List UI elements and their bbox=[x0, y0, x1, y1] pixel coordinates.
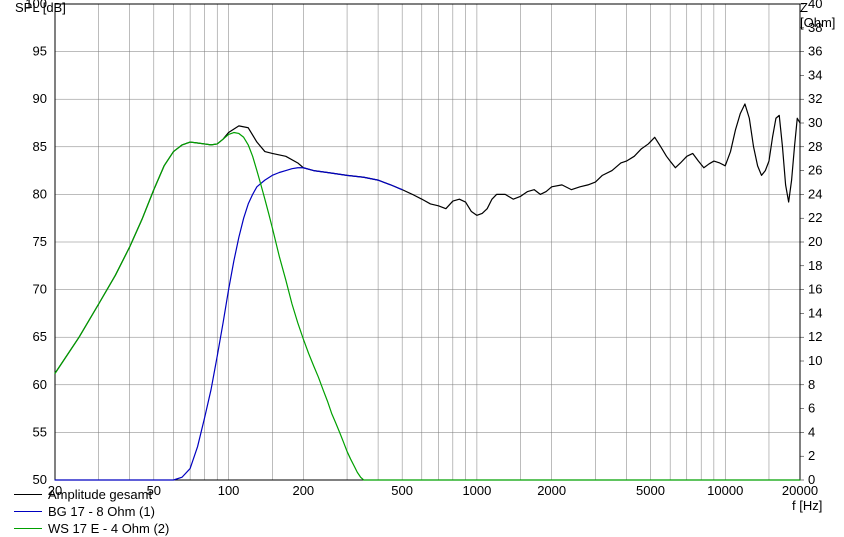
svg-text:2: 2 bbox=[808, 448, 815, 463]
x-axis-label: f [Hz] bbox=[792, 498, 822, 513]
svg-text:28: 28 bbox=[808, 139, 822, 154]
svg-text:34: 34 bbox=[808, 67, 822, 82]
svg-text:30: 30 bbox=[808, 115, 822, 130]
legend-label: Amplitude gesamt bbox=[48, 486, 152, 503]
svg-text:500: 500 bbox=[391, 483, 413, 498]
svg-text:50: 50 bbox=[33, 472, 47, 487]
svg-text:36: 36 bbox=[808, 44, 822, 59]
svg-text:100: 100 bbox=[218, 483, 240, 498]
legend-item-bg17: BG 17 - 8 Ohm (1) bbox=[14, 503, 169, 520]
svg-text:2000: 2000 bbox=[537, 483, 566, 498]
svg-text:22: 22 bbox=[808, 210, 822, 225]
y-right-label: Z [Ohm] bbox=[800, 0, 844, 30]
frequency-response-chart: SPL [dB] Z [Ohm] f [Hz] Amplitude gesamt… bbox=[0, 0, 844, 537]
svg-text:26: 26 bbox=[808, 163, 822, 178]
svg-text:65: 65 bbox=[33, 329, 47, 344]
svg-text:70: 70 bbox=[33, 282, 47, 297]
svg-text:12: 12 bbox=[808, 329, 822, 344]
svg-text:6: 6 bbox=[808, 401, 815, 416]
svg-text:10000: 10000 bbox=[707, 483, 743, 498]
legend-swatch bbox=[14, 511, 42, 512]
svg-text:32: 32 bbox=[808, 91, 822, 106]
svg-text:1000: 1000 bbox=[462, 483, 491, 498]
svg-text:80: 80 bbox=[33, 186, 47, 201]
svg-text:85: 85 bbox=[33, 139, 47, 154]
legend-label: WS 17 E - 4 Ohm (2) bbox=[48, 520, 169, 537]
svg-text:5000: 5000 bbox=[636, 483, 665, 498]
svg-text:14: 14 bbox=[808, 305, 822, 320]
svg-text:8: 8 bbox=[808, 377, 815, 392]
legend-item-ws17e: WS 17 E - 4 Ohm (2) bbox=[14, 520, 169, 537]
svg-text:18: 18 bbox=[808, 258, 822, 273]
legend-label: BG 17 - 8 Ohm (1) bbox=[48, 503, 155, 520]
svg-text:75: 75 bbox=[33, 234, 47, 249]
chart-svg: 2050100200500100020005000100002000050556… bbox=[0, 0, 844, 537]
legend-swatch bbox=[14, 494, 42, 495]
svg-text:10: 10 bbox=[808, 353, 822, 368]
svg-text:4: 4 bbox=[808, 424, 815, 439]
svg-text:200: 200 bbox=[292, 483, 314, 498]
svg-text:60: 60 bbox=[33, 377, 47, 392]
legend-swatch bbox=[14, 528, 42, 529]
svg-text:55: 55 bbox=[33, 424, 47, 439]
svg-text:90: 90 bbox=[33, 91, 47, 106]
y-left-label: SPL [dB] bbox=[15, 0, 66, 15]
svg-text:95: 95 bbox=[33, 44, 47, 59]
svg-text:20: 20 bbox=[808, 234, 822, 249]
legend: Amplitude gesamt BG 17 - 8 Ohm (1) WS 17… bbox=[14, 486, 169, 537]
svg-text:24: 24 bbox=[808, 186, 822, 201]
svg-text:16: 16 bbox=[808, 282, 822, 297]
svg-text:0: 0 bbox=[808, 472, 815, 487]
legend-item-total: Amplitude gesamt bbox=[14, 486, 169, 503]
